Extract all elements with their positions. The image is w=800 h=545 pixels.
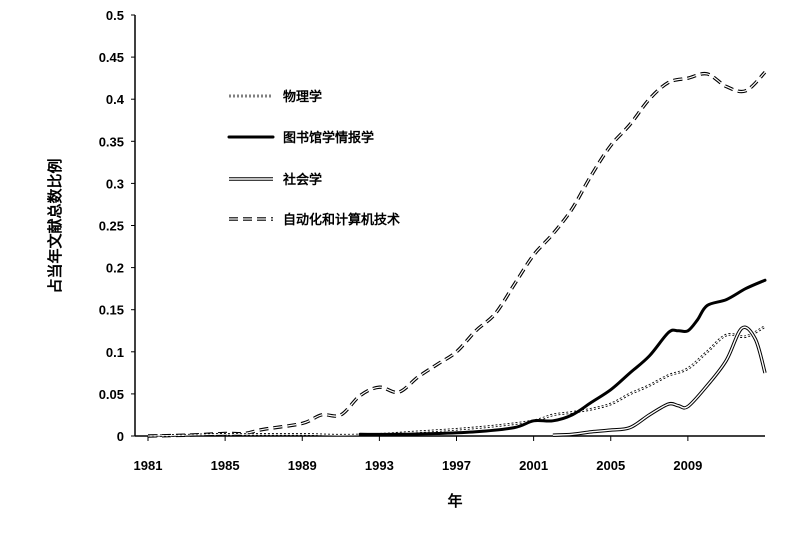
y-tick-label: 0.3 xyxy=(106,176,124,191)
x-tick-label: 1989 xyxy=(288,458,317,473)
legend-item-2: 社会学 xyxy=(229,172,322,188)
x-tick-label: 1997 xyxy=(442,458,471,473)
series-line-3-inner xyxy=(147,71,766,437)
series-line-0-inner xyxy=(147,326,766,437)
series-line-3-outer xyxy=(147,71,767,438)
y-tick-group: 0 0.05 0.1 0.15 0.2 0.25 0.3 0.35 0.4 0.45 0.5 xyxy=(99,8,135,444)
y-tick-label: 0.4 xyxy=(106,92,125,107)
y-tick-label: 0.35 xyxy=(99,134,124,149)
legend-item-3: 自动化和计算机技术 xyxy=(229,212,400,228)
series-line-0-outer xyxy=(147,325,766,438)
series-line-1-stroke xyxy=(358,278,767,436)
series-line-2-inner xyxy=(552,326,766,436)
series-line-1 xyxy=(358,278,767,436)
y-tick-label: 0.5 xyxy=(106,8,124,23)
series-line-2 xyxy=(552,325,767,437)
x-tick-label: 1981 xyxy=(134,458,163,473)
x-tick-label: 2009 xyxy=(673,458,702,473)
y-tick-label: 0.45 xyxy=(99,50,124,65)
y-tick-label: 0.15 xyxy=(99,303,124,318)
series-line-0 xyxy=(147,325,766,438)
series-line-3 xyxy=(147,71,767,438)
axes xyxy=(134,15,765,437)
legend-label-2: 社会学 xyxy=(282,172,322,188)
legend-item-0: 物理学 xyxy=(229,89,322,105)
x-tick-label: 1993 xyxy=(365,458,394,473)
legend-item-1: 图书馆学情报学 xyxy=(227,130,374,146)
legend-label-0: 物理学 xyxy=(283,89,322,105)
legend-label-1: 图书馆学情报学 xyxy=(283,130,374,146)
series-layer xyxy=(147,71,767,438)
y-tick-label: 0.25 xyxy=(99,219,124,234)
y-tick-label: 0.05 xyxy=(99,387,124,402)
y-tick-label: 0 xyxy=(117,429,124,444)
x-tick-group: 1981 1985 1989 1993 1997 2001 2005 2009 xyxy=(134,436,702,473)
x-tick-label: 2005 xyxy=(596,458,625,473)
x-tick-label: 2001 xyxy=(519,458,548,473)
y-tick-label: 0.1 xyxy=(106,345,124,360)
x-axis-title: 年 xyxy=(447,492,462,510)
x-tick-label: 1985 xyxy=(211,458,240,473)
y-tick-label: 0.2 xyxy=(106,261,124,276)
legend-label-3: 自动化和计算机技术 xyxy=(283,212,400,228)
y-axis-title: 占当年文献总数比例 xyxy=(46,158,64,293)
